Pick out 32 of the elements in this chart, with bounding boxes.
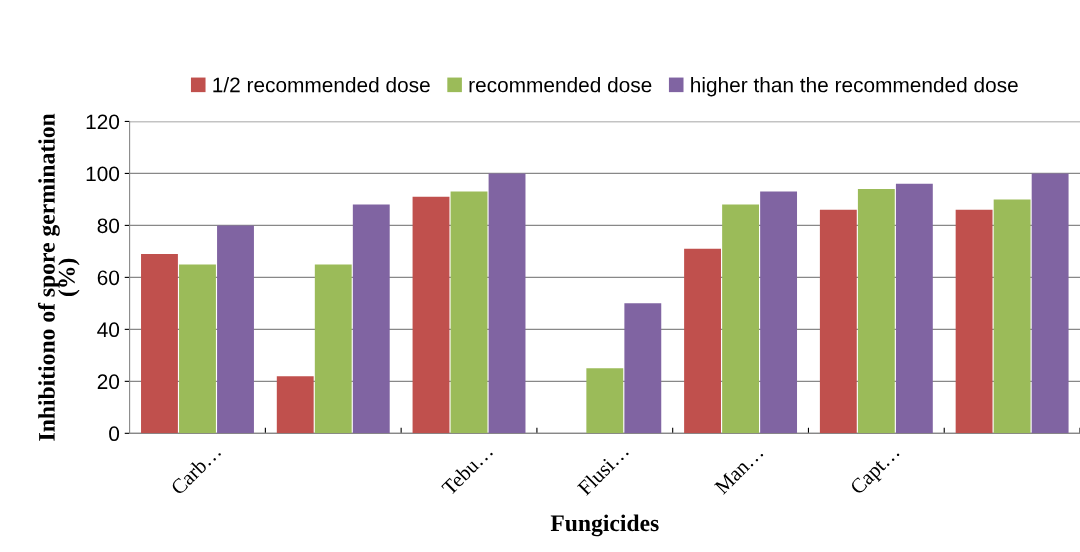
bar [488,173,526,434]
bar [722,204,760,434]
bar [450,191,488,434]
legend-label: higher than the recommended dose [691,77,1018,97]
y-tick-label: 0 [109,426,120,442]
legend-label: recommended dose [469,77,652,93]
bar [179,264,216,434]
x-axis-title: Fungicides [550,514,659,537]
y-tick-label: 80 [97,218,120,234]
bar [412,196,450,434]
bar [276,376,314,434]
bar [955,209,993,434]
y-tick-label: 20 [97,374,120,390]
bar [1031,173,1069,434]
bar [217,225,254,434]
y-tick-label: 100 [86,166,120,182]
y-tick-label: 40 [97,322,120,338]
bar [352,204,390,434]
y-tick-label: 120 [86,114,120,130]
bar [857,189,895,434]
bar [895,183,933,434]
bar [624,303,662,434]
bar [760,191,798,434]
y-axis-title: Inhibitiono of spore germination (%) [37,113,80,441]
legend-label: 1/2 recommended dose [213,77,430,93]
bar [314,264,352,434]
y-tick-label: 60 [97,270,120,286]
bar [819,209,857,434]
bar [586,368,624,434]
bar [993,199,1031,434]
bar [684,248,721,434]
bar [141,253,178,434]
